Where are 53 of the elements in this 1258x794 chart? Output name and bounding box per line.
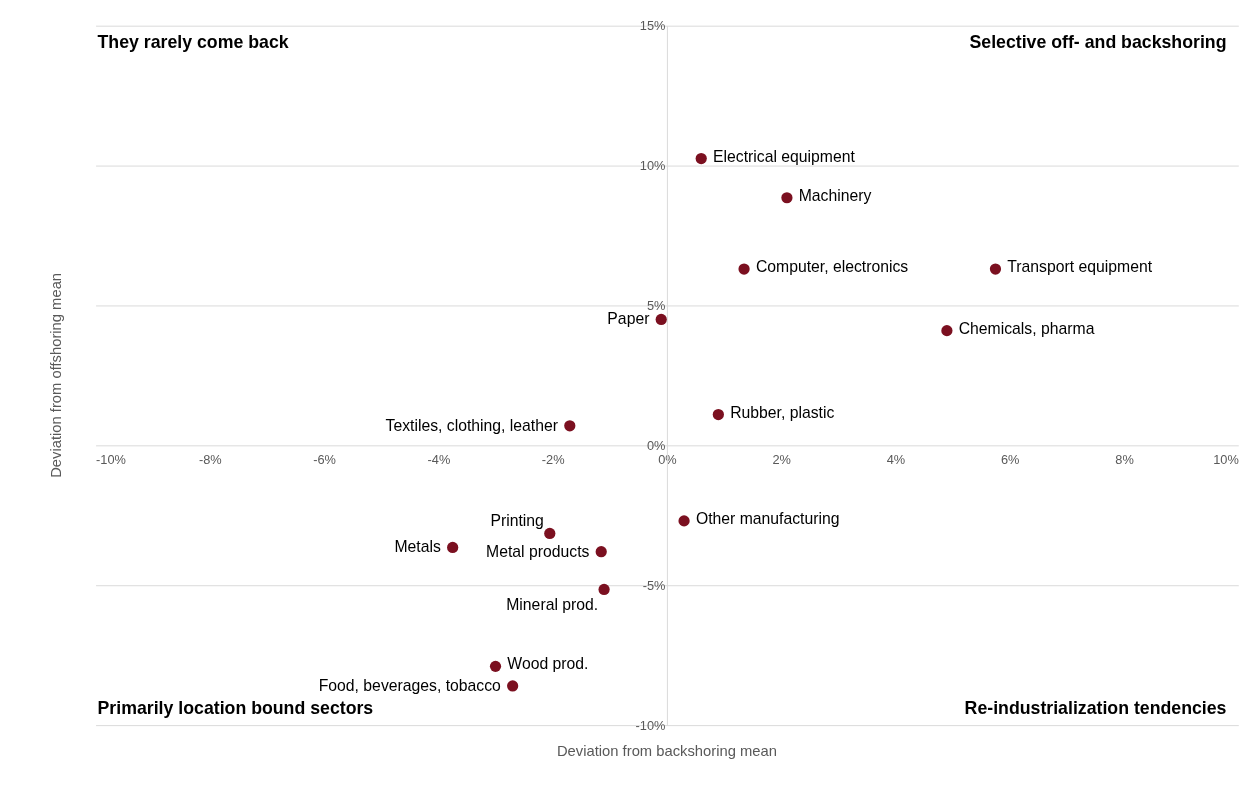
point (695, 152, 707, 165)
series-label: Chemicals, pharma (958, 319, 1095, 337)
x-tick-label: 2% (772, 451, 791, 467)
x-tick-label: -10% (96, 451, 126, 467)
series-label: Textiles, clothing, leather (385, 416, 558, 434)
annotation: Primarily location bound sectors (97, 698, 374, 719)
y-axis-title: Deviation from offshoring mean (48, 272, 65, 478)
point (595, 546, 607, 558)
point (738, 263, 750, 275)
point (447, 541, 459, 554)
series-label: Food, beverages, tobacco (318, 676, 502, 694)
x-axis-title: Deviation from backshoring mean (556, 742, 777, 759)
series-label: Metals (394, 538, 441, 556)
y-tick-label: 5% (646, 297, 666, 313)
x-tick-label: 8% (1115, 451, 1134, 467)
x-tick-label: 6% (1000, 451, 1020, 467)
series-label: Transport equipment (1007, 258, 1153, 276)
x-tick-label: 0% (658, 451, 677, 467)
series-label: Machinery (798, 186, 872, 204)
point (989, 263, 1002, 275)
x-tick-label: -2% (541, 451, 565, 467)
x-tick-label: 4% (886, 451, 906, 467)
annotation: Re-industrialization tendencies (964, 698, 1227, 719)
point (507, 680, 519, 692)
series-label: Wood prod. (507, 655, 589, 673)
y-tick-label: -10% (635, 717, 666, 733)
y-tick-label: 0% (646, 437, 666, 453)
series-label: Paper (607, 310, 650, 328)
point (655, 313, 667, 326)
series-label: Mineral prod. (506, 596, 599, 614)
annotation: Selective off- and backshoring (969, 32, 1227, 53)
y-tick-label: 15% (639, 18, 666, 34)
point (544, 527, 556, 540)
point (678, 515, 690, 527)
annotation: They rarely come back (97, 32, 289, 53)
x-tick-label: -4% (427, 451, 451, 467)
series-label: Printing (490, 511, 544, 529)
point (564, 420, 576, 432)
series-label: Computer, electronics (755, 258, 909, 276)
x-tick-label: -6% (313, 451, 336, 467)
point (598, 583, 610, 596)
point (781, 192, 793, 204)
y-tick-label: -5% (642, 577, 666, 593)
x-tick-label: 10% (1213, 451, 1239, 467)
point (712, 408, 724, 421)
series-label: Electrical equipment (713, 147, 856, 165)
series-label: Rubber, plastic (730, 403, 835, 421)
point (489, 660, 502, 672)
series-label: Metal products (486, 542, 590, 560)
point (941, 325, 953, 337)
x-tick-label: -8% (198, 451, 222, 467)
series-label: Other manufacturing (695, 509, 840, 527)
y-tick-label: 10% (639, 158, 666, 173)
